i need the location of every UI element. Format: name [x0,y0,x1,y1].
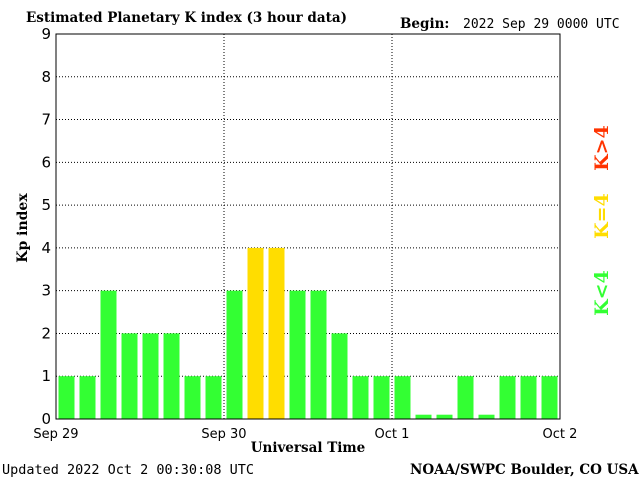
kp-bar [478,414,495,419]
kp-bar [100,290,117,419]
kp-bar [205,376,222,419]
y-tick-label: 1 [41,367,51,385]
legend-k-equals-4: K=4 [591,193,613,239]
kp-bar [373,376,390,419]
kp-bar [352,376,369,419]
kp-bar [121,333,138,419]
y-tick-label: 4 [41,239,51,257]
y-tick-label: 6 [41,153,51,171]
kp-bar [457,376,474,419]
kp-bar [79,376,96,419]
y-tick-labels: 0 1 2 3 4 5 6 7 8 9 [41,25,51,428]
updated-timestamp: Updated 2022 Oct 2 00:30:08 UTC [2,462,254,478]
kp-bars [58,247,558,419]
kp-bar [247,247,264,419]
y-tick-label: 7 [41,111,51,129]
kp-bar [541,376,558,419]
x-tick-label: Sep 30 [201,427,246,442]
kp-bar [289,290,306,419]
kp-bar [520,376,537,419]
kp-bar [163,333,180,419]
kp-bar [436,414,453,419]
kp-bar [499,376,516,419]
kp-bar [394,376,411,419]
begin-label: Begin: [400,16,449,32]
kp-bar [58,376,75,419]
begin-value: 2022 Sep 29 0000 UTC [463,17,620,32]
kp-bar [310,290,327,419]
y-axis-label: Kp index [15,193,31,263]
kp-bar [415,414,432,419]
legend-k-above-4: K>4 [591,125,613,171]
legend-k-below-4: K<4 [591,270,613,316]
kp-bar [184,376,201,419]
kp-bar [142,333,159,419]
data-source: NOAA/SWPC Boulder, CO USA [410,462,639,478]
y-tick-label: 2 [41,324,51,342]
x-tick-label: Oct 1 [375,427,410,442]
y-tick-label: 5 [41,196,51,214]
kp-bar [331,333,348,419]
kp-bar [226,290,243,419]
grid-lines [56,34,560,419]
chart-title: Estimated Planetary K index (3 hour data… [26,10,347,26]
y-tick-label: 8 [41,68,51,86]
x-tick-label: Sep 29 [33,427,78,442]
x-tick-label: Oct 2 [543,427,578,442]
y-tick-label: 9 [41,25,51,43]
x-tick-labels: Sep 29 Sep 30 Oct 1 Oct 2 [33,427,577,442]
y-tick-label: 0 [41,410,51,428]
x-axis-label: Universal Time [251,440,366,456]
plot-frame [55,33,561,420]
kp-bar [268,247,285,419]
y-tick-label: 3 [41,282,51,300]
